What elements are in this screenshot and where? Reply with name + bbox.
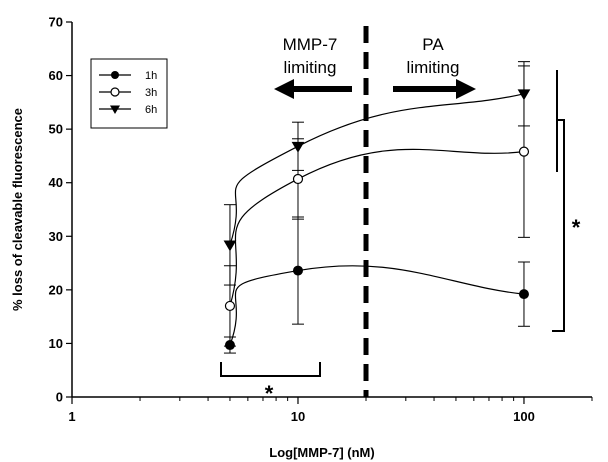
y-tick-label: 10 [49, 336, 63, 351]
y-tick-label: 30 [49, 229, 63, 244]
data-point-3h [224, 300, 236, 312]
series-line-1h [229, 265, 525, 346]
legend-marker-1h [111, 71, 119, 79]
x-tick-label: 10 [291, 409, 305, 424]
arrow-left-head [274, 79, 294, 99]
data-point-1h [292, 265, 303, 276]
y-tick-label: 20 [49, 282, 63, 297]
data-point-6h [291, 141, 305, 153]
annotation-left-line2: limiting [284, 58, 337, 77]
y-tick-label: 0 [56, 390, 63, 405]
y-tick-label: 40 [49, 175, 63, 190]
annotation-left-line1: MMP-7 [283, 35, 338, 54]
y-tick-label: 60 [49, 68, 63, 83]
legend-label-6h: 6h [145, 104, 157, 116]
data-point-3h [518, 146, 530, 157]
x-tick-label: 100 [513, 409, 535, 424]
data-point-1h [518, 289, 529, 300]
legend-box [90, 58, 168, 129]
significance-star-bottom: * [265, 381, 274, 406]
annotation-right-line1: PA [422, 35, 444, 54]
series-line-6h [229, 93, 525, 246]
legend-label-1h: 1h [145, 70, 157, 82]
y-axis-title: % loss of cleavable fluorescence [10, 108, 25, 311]
significance-bracket-bottom [220, 362, 321, 377]
legend-label-3h: 3h [145, 87, 157, 99]
arrow-right-head [456, 79, 476, 99]
data-point-3h [292, 173, 304, 185]
annotation-right-line2: limiting [407, 58, 460, 77]
y-tick-label: 50 [49, 122, 63, 137]
significance-bracket-right [552, 119, 565, 332]
x-axis-title: Log[MMP-7] (nM) [269, 445, 374, 460]
plot-area: 0 10 20 30 40 50 60 70 1 10 100 Log[MMP-7] (nM) % lo… [10, 15, 593, 460]
legend-marker-6h [110, 105, 120, 114]
data-point-6h [223, 240, 237, 252]
series-line-3h [229, 148, 525, 307]
y-tick-label: 70 [49, 15, 63, 30]
data-point-6h [517, 89, 531, 101]
x-tick-label: 1 [68, 409, 75, 424]
legend-marker-3h [110, 87, 120, 97]
significance-star-right: * [572, 215, 581, 240]
